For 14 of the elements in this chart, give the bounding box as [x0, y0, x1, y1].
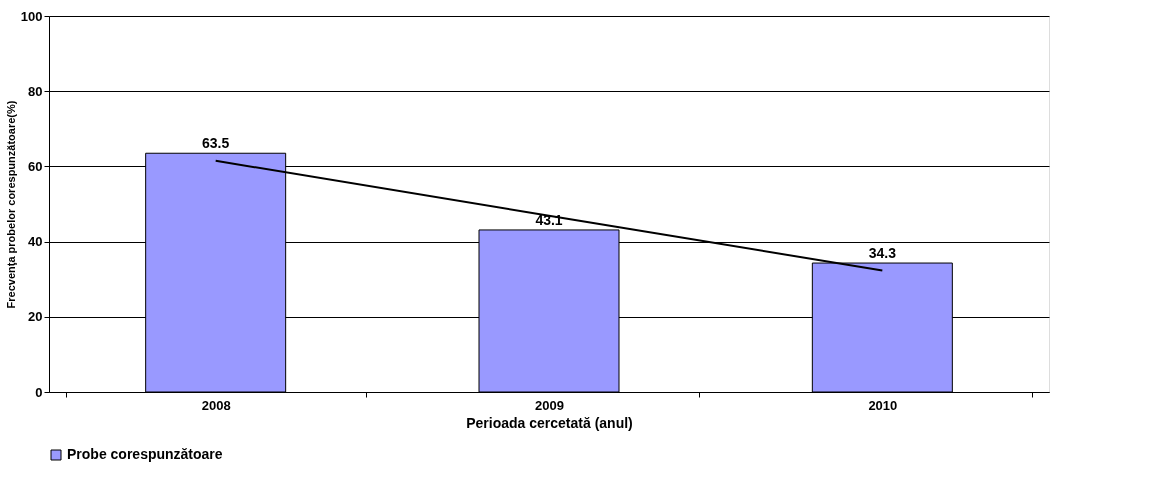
legend-label: Probe corespunzătoare [67, 446, 223, 462]
x-tick-label: 2010 [868, 397, 898, 413]
y-tick-label: 100 [20, 8, 43, 24]
y-tick-label: 80 [28, 83, 43, 99]
y-axis-title: Frecvenţa probelor corespunzătoare(%) [4, 100, 17, 309]
x-axis-title: Perioada cercetată (anul) [466, 414, 633, 431]
x-tick-label: 2009 [535, 397, 564, 413]
y-tick-label: 40 [28, 234, 43, 250]
data-label: 34.3 [868, 245, 897, 262]
y-tick-label: 0 [35, 384, 43, 400]
y-tick-label: 60 [28, 158, 43, 174]
y-tick-label: 20 [28, 309, 43, 325]
x-tick-label: 2008 [201, 397, 231, 413]
data-label: 63.5 [202, 135, 230, 152]
